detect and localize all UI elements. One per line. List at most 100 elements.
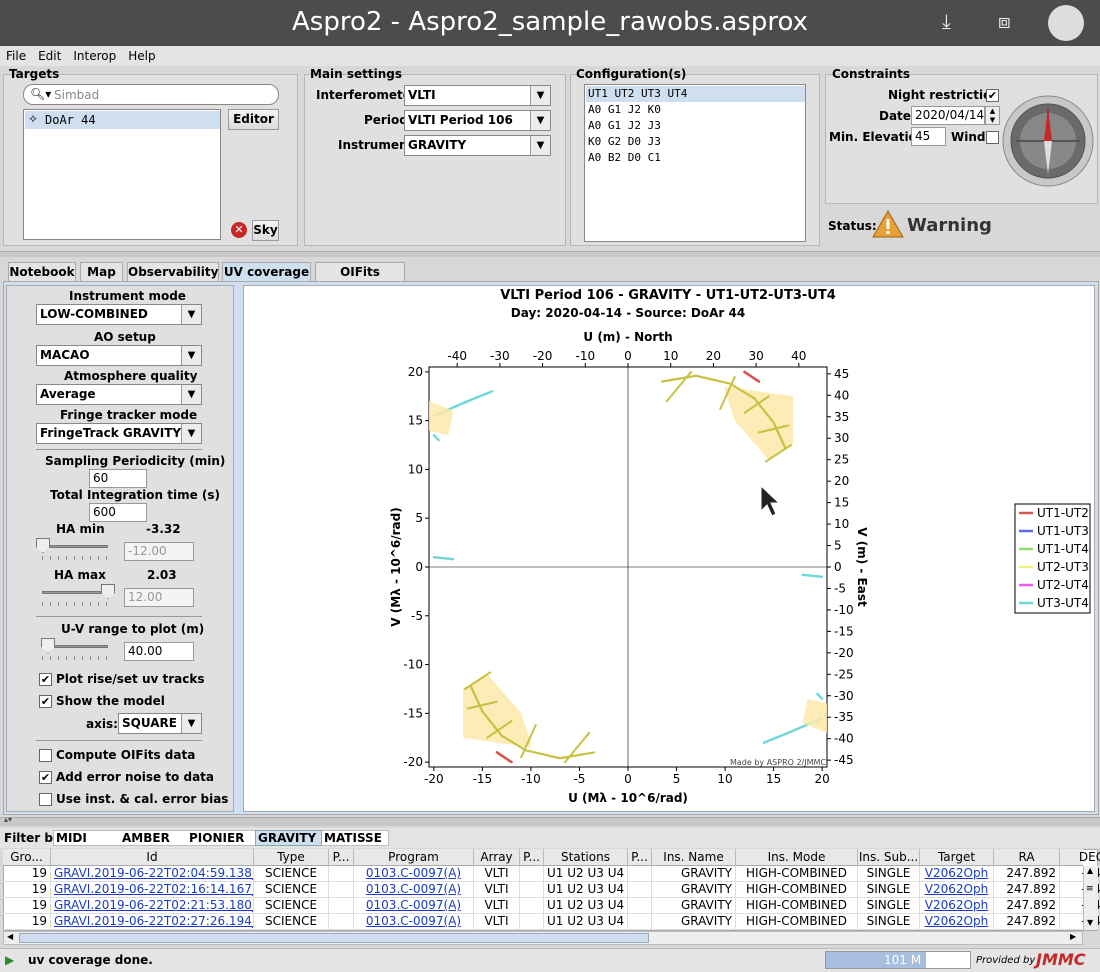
scroll-right-icon[interactable]: ▶: [1070, 932, 1077, 941]
column-header[interactable]: Ins. Name: [652, 849, 736, 866]
table-vertical-scrollbar[interactable]: ▲ ≡ ▼: [1083, 866, 1098, 930]
column-header[interactable]: Target: [920, 849, 994, 866]
column-header[interactable]: P...: [628, 849, 652, 866]
minimize-icon[interactable]: ⤓: [942, 9, 951, 33]
filter-midi[interactable]: MIDI: [56, 831, 87, 845]
integration-field[interactable]: 600: [89, 503, 147, 522]
filter-matisse[interactable]: MATISSE: [324, 831, 382, 845]
scroll-left-icon[interactable]: ◀: [7, 932, 14, 941]
sky-button[interactable]: Sky: [252, 220, 279, 241]
ha-max-field[interactable]: 12.00: [124, 588, 194, 607]
close-icon[interactable]: [1048, 5, 1084, 41]
column-header[interactable]: Array: [474, 849, 520, 866]
menu-help[interactable]: Help: [128, 49, 156, 63]
table-row[interactable]: 19 GRAVI.2019-06-22T02:04:59.138_1 SCIENCE…: [3, 866, 1100, 882]
scroll-thumb-icon[interactable]: ≡: [1086, 884, 1094, 894]
wind-checkbox[interactable]: [986, 131, 999, 144]
bottom-split-divider[interactable]: ▴▾: [0, 815, 1100, 826]
table-horizontal-scrollbar[interactable]: ◀ ▶: [3, 931, 1083, 945]
config-item[interactable]: A0 G1 J2 J3: [588, 119, 661, 132]
filter-amber[interactable]: AMBER: [122, 831, 170, 845]
table-cell[interactable]: GRAVI.2019-06-22T02:16:14.167_1: [51, 882, 254, 898]
remove-target-icon[interactable]: ✕: [231, 222, 247, 238]
maximize-icon[interactable]: ⧈: [998, 9, 1011, 33]
table-cell[interactable]: GRAVI.2019-06-22T02:04:59.138_1: [51, 866, 254, 882]
table-cell[interactable]: 0103.C-0097(A): [354, 882, 474, 898]
split-arrows-icon[interactable]: ▴▾: [4, 815, 13, 824]
tab-oifits-viewer[interactable]: OIFits viewer: [315, 262, 405, 297]
compute-oifits-checkbox[interactable]: [39, 749, 52, 762]
table-cell[interactable]: GRAVI.2019-06-22T02:21:53.180_1: [51, 898, 254, 914]
wind-compass-icon[interactable]: [1002, 95, 1094, 187]
table-cell[interactable]: V2062Oph: [920, 898, 994, 914]
ha-min-field[interactable]: -12.00: [124, 542, 194, 561]
tab-observability[interactable]: Observability: [127, 262, 219, 281]
fringe-tracker-select[interactable]: FringeTrack GRAVITY ▼: [36, 423, 202, 444]
table-cell[interactable]: 0103.C-0097(A): [354, 914, 474, 930]
uv-range-slider-thumb[interactable]: [41, 638, 55, 653]
tab-uv-coverage[interactable]: UV coverage: [222, 262, 311, 281]
column-header[interactable]: Program: [354, 849, 474, 866]
error-bias-checkbox[interactable]: [39, 793, 52, 806]
filter-pionier[interactable]: PIONIER: [189, 831, 245, 845]
min-elevation-field[interactable]: 45: [911, 127, 946, 146]
uv-range-field[interactable]: 40.00: [124, 642, 194, 661]
column-header[interactable]: DEC: [1060, 849, 1100, 866]
table-cell[interactable]: V2062Oph: [920, 914, 994, 930]
filter-list[interactable]: MIDI AMBER PIONIER GRAVITY MATISSE: [53, 830, 389, 846]
scroll-down-icon[interactable]: ▼: [1087, 918, 1094, 927]
editor-button[interactable]: Editor: [228, 109, 279, 130]
rise-set-tracks-checkbox[interactable]: ✔: [39, 673, 52, 686]
table-row[interactable]: 19 GRAVI.2019-06-22T02:16:14.167_1 SCIENCE…: [3, 882, 1100, 898]
config-item[interactable]: K0 G2 D0 J3: [588, 135, 661, 148]
column-header[interactable]: P...: [329, 849, 354, 866]
table-cell[interactable]: GRAVI.2019-06-22T02:27:26.194_1: [51, 914, 254, 930]
scroll-up-icon[interactable]: ▲: [1087, 866, 1094, 875]
menu-interop[interactable]: Interop: [73, 49, 117, 63]
table-cell[interactable]: V2062Oph: [920, 866, 994, 882]
uv-coverage-chart[interactable]: VLTI Period 106 - GRAVITY - UT1-UT2-UT3-…: [243, 285, 1095, 812]
ha-min-slider-track[interactable]: [42, 545, 108, 548]
tab-notebook[interactable]: Notebook: [8, 262, 76, 281]
column-header[interactable]: Gro...: [3, 849, 51, 866]
column-header[interactable]: Ins. Sub...: [858, 849, 920, 866]
targets-list[interactable]: ✧ DoAr 44: [23, 109, 221, 240]
column-header[interactable]: Ins. Mode: [736, 849, 858, 866]
instrument-select[interactable]: GRAVITY ▼: [404, 135, 551, 156]
column-header[interactable]: P...: [520, 849, 544, 866]
ha-max-slider-thumb[interactable]: [101, 584, 115, 599]
column-header[interactable]: Id: [51, 849, 254, 866]
night-restriction-checkbox[interactable]: ✔: [986, 89, 999, 102]
config-item[interactable]: A0 G1 J2 K0: [588, 103, 661, 116]
table-cell[interactable]: V2062Oph: [920, 882, 994, 898]
error-noise-checkbox[interactable]: ✔: [39, 771, 52, 784]
h-scroll-thumb[interactable]: [19, 933, 649, 943]
date-spinner[interactable]: ▲ ▼: [985, 106, 1000, 125]
ha-min-slider-thumb[interactable]: [36, 538, 50, 553]
top-split-divider[interactable]: [0, 251, 1100, 257]
configurations-list[interactable]: UT1 UT2 UT3 UT4 A0 G1 J2 K0 A0 G1 J2 J3 …: [584, 84, 806, 242]
target-item[interactable]: ✧ DoAr 44: [25, 111, 220, 129]
simbad-search[interactable]: 🔍︎▾ Simbad: [23, 84, 279, 105]
sampling-field[interactable]: 60: [89, 469, 147, 488]
column-header[interactable]: RA: [994, 849, 1060, 866]
table-cell[interactable]: 0103.C-0097(A): [354, 866, 474, 882]
table-row[interactable]: 19 GRAVI.2019-06-22T02:21:53.180_1 SCIENCE…: [3, 898, 1100, 914]
table-row[interactable]: 19 GRAVI.2019-06-22T02:27:26.194_1 SCIENCE…: [3, 914, 1100, 930]
atmosphere-select[interactable]: Average ▼: [36, 384, 202, 405]
ao-setup-select[interactable]: MACAO ▼: [36, 345, 202, 366]
tab-map[interactable]: Map: [80, 262, 123, 281]
memory-bar[interactable]: 101 M: [825, 951, 971, 969]
show-model-checkbox[interactable]: ✔: [39, 695, 52, 708]
date-field[interactable]: 2020/04/14: [911, 106, 985, 125]
menu-edit[interactable]: Edit: [38, 49, 62, 63]
config-item[interactable]: UT1 UT2 UT3 UT4: [586, 86, 805, 102]
period-select[interactable]: VLTI Period 106 ▼: [404, 110, 551, 131]
interferometer-select[interactable]: VLTI ▼: [404, 85, 551, 106]
instrument-mode-select[interactable]: LOW-COMBINED ▼: [36, 304, 202, 325]
config-item[interactable]: A0 B2 D0 C1: [588, 151, 661, 164]
menu-file[interactable]: File: [6, 49, 27, 63]
column-header[interactable]: Type: [254, 849, 329, 866]
column-header[interactable]: Stations: [544, 849, 628, 866]
ha-max-slider-track[interactable]: [42, 591, 108, 594]
